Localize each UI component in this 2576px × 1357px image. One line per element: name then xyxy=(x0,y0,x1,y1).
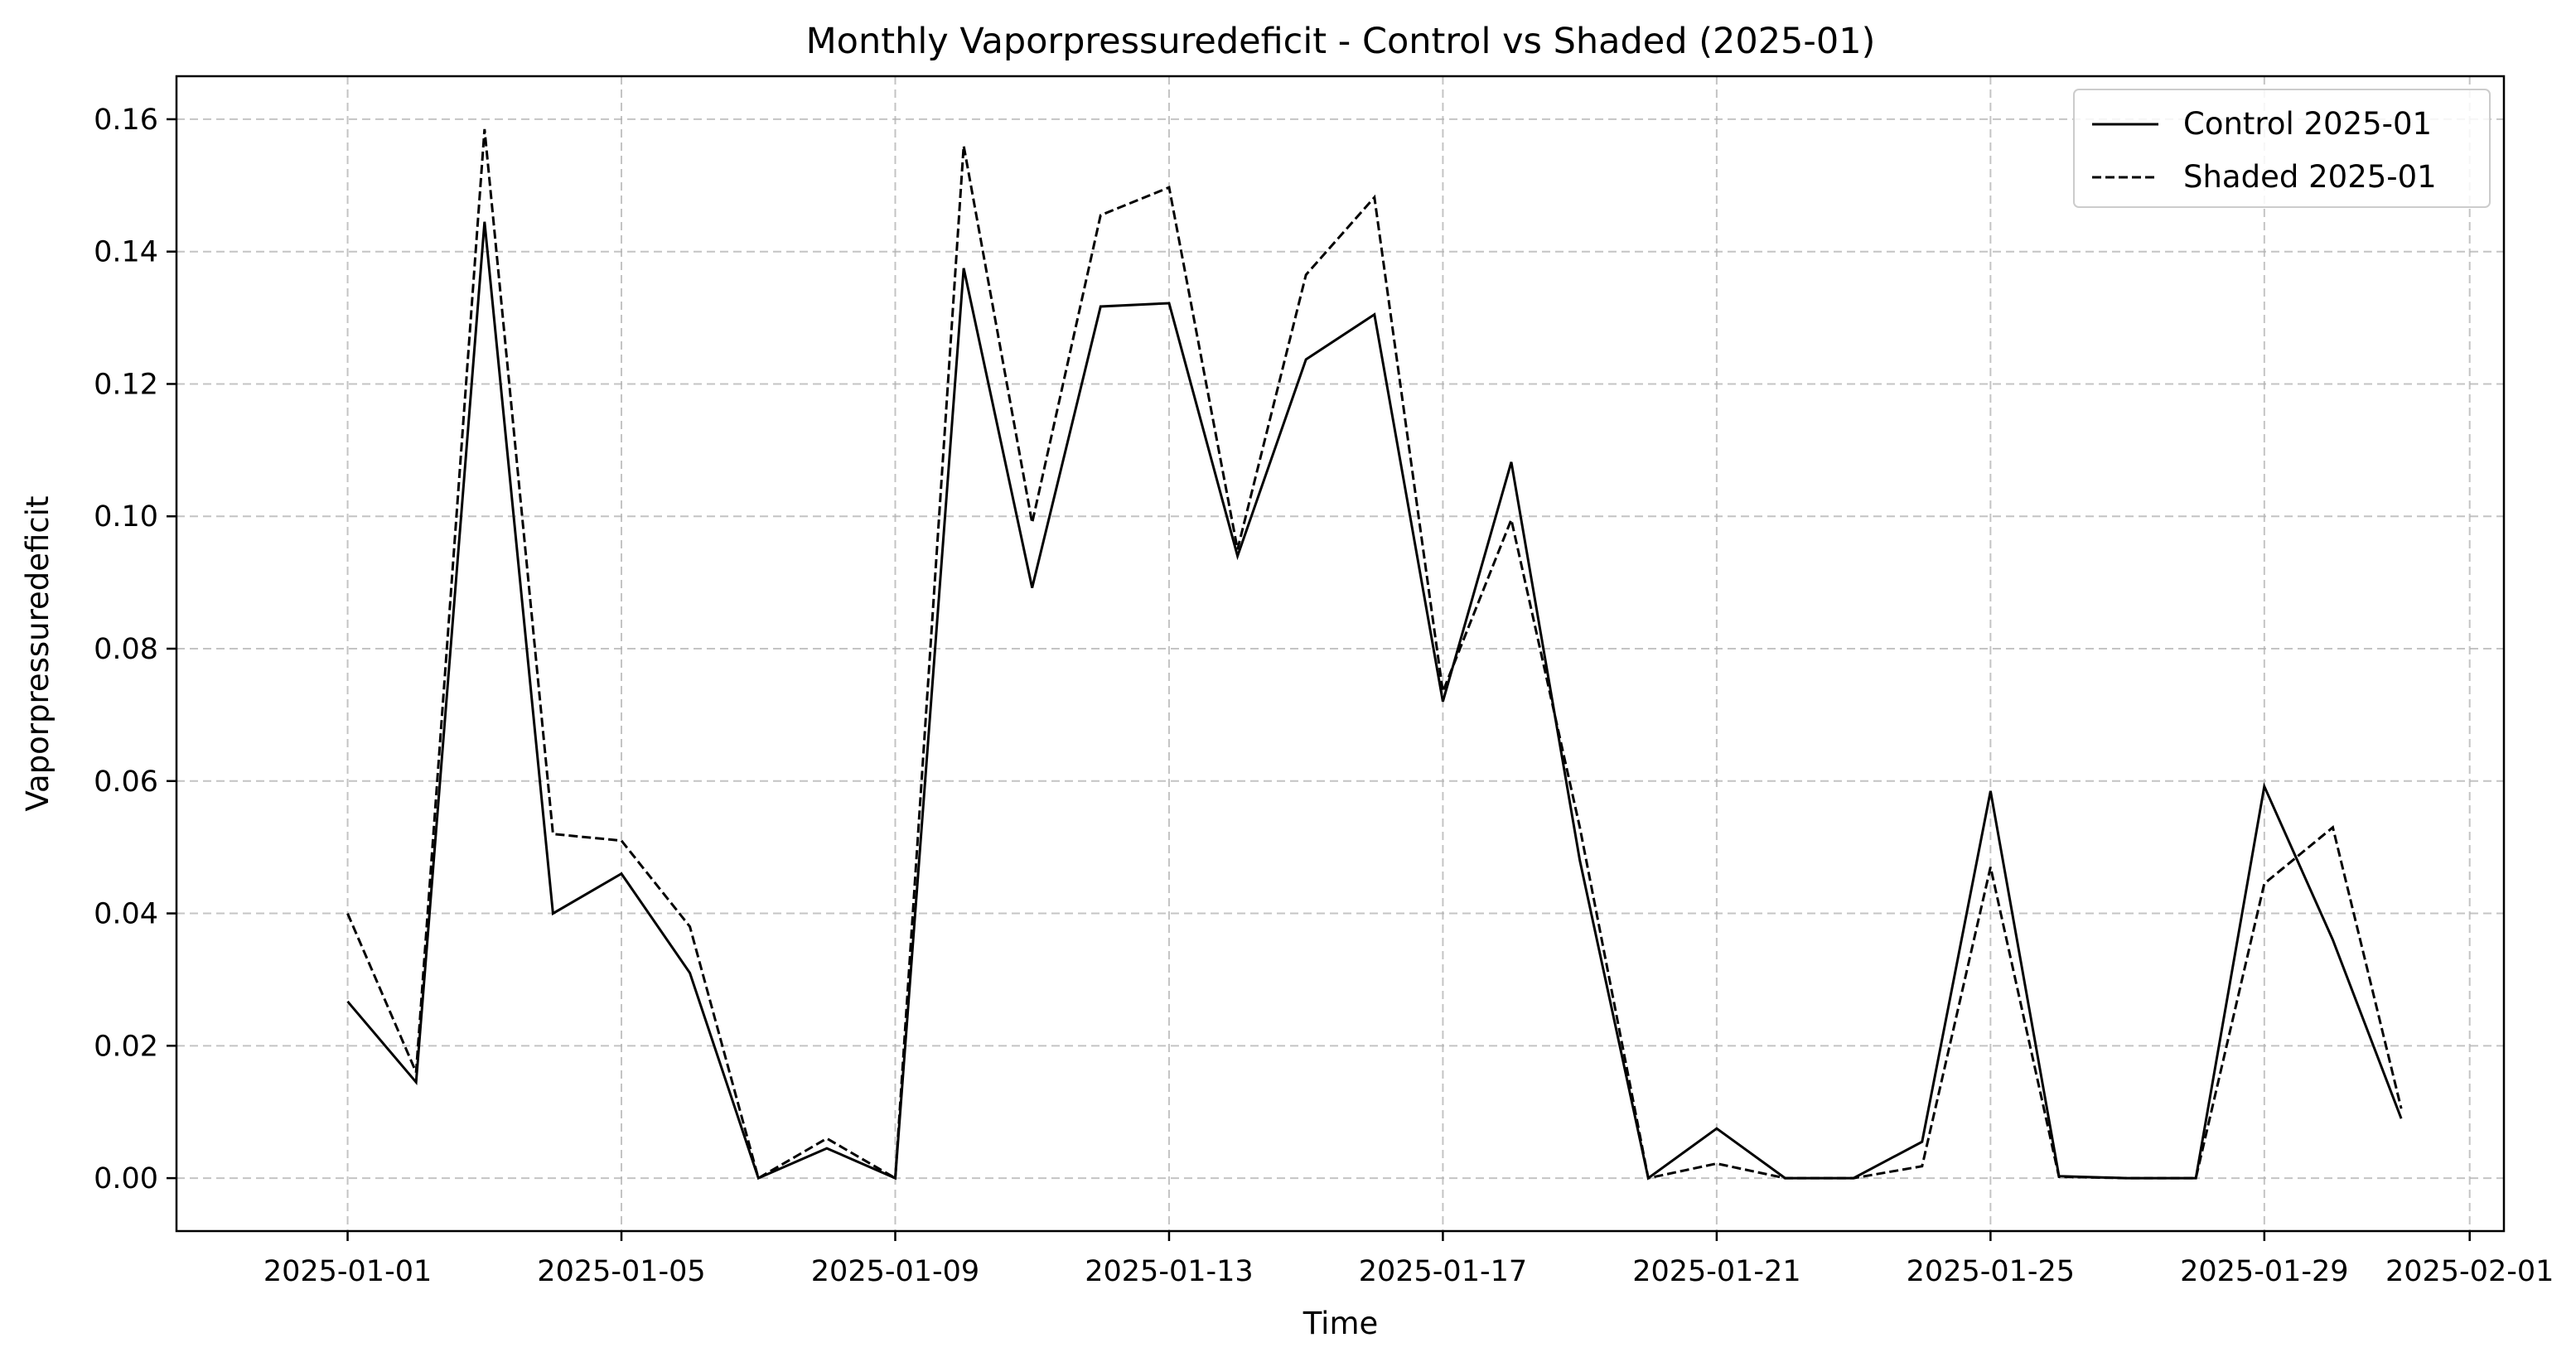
chart-title: Monthly Vaporpressuredeficit - Control v… xyxy=(806,21,1876,62)
y-tick-label: 0.16 xyxy=(94,104,158,137)
series-line-control xyxy=(346,221,2403,1181)
legend: Control 2025-01 Shaded 2025-01 xyxy=(2073,89,2491,208)
y-axis-label: Vaporpressuredeficit xyxy=(20,496,56,812)
plot-frame xyxy=(175,75,2506,1233)
x-tick-label: 2025-01-21 xyxy=(1632,1255,1800,1288)
legend-box xyxy=(2073,89,2491,208)
y-tick-label: 0.02 xyxy=(94,1030,158,1063)
y-tick-label: 0.08 xyxy=(94,633,158,666)
x-tick-label: 2025-01-01 xyxy=(263,1255,432,1288)
series-line-shaded xyxy=(346,128,2403,1181)
x-axis-label: Time xyxy=(1302,1306,1379,1341)
y-tick-label: 0.00 xyxy=(94,1162,158,1195)
y-tick-label: 0.12 xyxy=(94,368,158,401)
x-tick-label: 2025-01-25 xyxy=(1907,1255,2075,1288)
x-tick-label: 2025-01-09 xyxy=(811,1255,979,1288)
x-tick-label: 2025-01-13 xyxy=(1085,1255,1253,1288)
x-tick-label: 2025-01-29 xyxy=(2180,1255,2348,1288)
y-tick-label: 0.10 xyxy=(94,500,158,534)
y-tick-label: 0.06 xyxy=(94,765,158,799)
x-tick-label: 2025-02-01 xyxy=(2385,1255,2554,1288)
y-axis: 0.00 0.02 0.04 0.06 0.08 0.10 0.12 0.14 0.16 xyxy=(94,104,176,1195)
x-tick-label: 2025-01-17 xyxy=(1359,1255,1527,1288)
legend-label-shaded: Shaded 2025-01 xyxy=(2183,159,2437,195)
y-tick-label: 0.04 xyxy=(94,898,158,931)
legend-label-control: Control 2025-01 xyxy=(2183,106,2432,142)
x-axis: 2025-01-01 2025-01-05 2025-01-09 2025-01-13… xyxy=(263,1231,2554,1288)
series-layer xyxy=(346,128,2403,1181)
x-tick-label: 2025-01-05 xyxy=(537,1255,705,1288)
grid xyxy=(176,76,2504,1231)
y-tick-label: 0.14 xyxy=(94,236,158,269)
